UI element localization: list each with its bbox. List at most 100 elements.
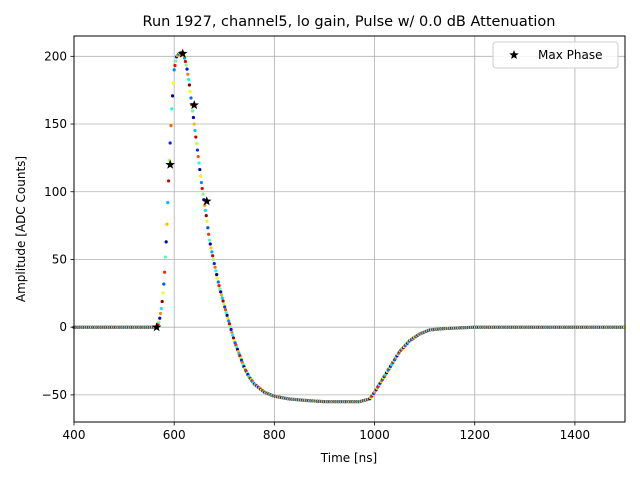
pulse-point bbox=[211, 258, 216, 262]
grid-lines bbox=[73, 36, 625, 422]
y-axis: −50 0 50 100 150 200 bbox=[42, 49, 74, 402]
pulse-point bbox=[169, 124, 173, 128]
pulse-point bbox=[211, 254, 215, 258]
pulse-point bbox=[162, 282, 166, 286]
y-tick-label: 0 bbox=[59, 320, 67, 334]
pulse-point bbox=[194, 135, 198, 139]
x-axis-label: Time [ns] bbox=[320, 451, 377, 465]
pulse-point bbox=[196, 154, 200, 159]
y-tick-label: 200 bbox=[44, 49, 67, 63]
pulse-point bbox=[187, 83, 192, 87]
pulse-point bbox=[158, 311, 163, 316]
pulse-point bbox=[207, 238, 212, 242]
pulse-point bbox=[195, 148, 200, 152]
pulse-point bbox=[215, 272, 219, 277]
pulse-point bbox=[183, 59, 187, 64]
pulse-point bbox=[195, 141, 199, 146]
plot-frame bbox=[73, 35, 626, 423]
pulse-point bbox=[186, 72, 190, 76]
pulse-point bbox=[227, 322, 232, 326]
pulse-point bbox=[206, 226, 210, 230]
y-tick-label: 150 bbox=[44, 117, 67, 131]
x-tick-label: 1000 bbox=[359, 428, 390, 442]
pulse-point bbox=[221, 299, 225, 303]
pulse-point bbox=[209, 246, 213, 250]
max-phase-marker bbox=[151, 322, 162, 332]
pulse-point bbox=[198, 167, 202, 172]
max-phase-marker bbox=[201, 196, 212, 206]
chart-title: Run 1927, channel5, lo gain, Pulse w/ 0.… bbox=[143, 14, 556, 30]
pulse-point bbox=[184, 63, 188, 67]
legend-box bbox=[492, 41, 619, 69]
legend-star-icon bbox=[509, 50, 519, 60]
pulse-point bbox=[162, 270, 167, 274]
x-axis: 400 600 800 1000 1200 1400 bbox=[63, 422, 591, 442]
pulse-point bbox=[216, 280, 220, 284]
pulse-point bbox=[229, 327, 233, 332]
x-tick-label: 400 bbox=[63, 428, 86, 442]
pulse-point bbox=[171, 81, 175, 85]
pulse-point bbox=[210, 250, 214, 254]
legend: Max Phase bbox=[492, 41, 619, 69]
pulse-point bbox=[157, 320, 161, 324]
pulse-point bbox=[199, 180, 204, 185]
pulse-point bbox=[225, 313, 229, 317]
pulse-points bbox=[72, 50, 627, 404]
max-phase-marker bbox=[177, 48, 188, 58]
pulse-point bbox=[161, 291, 165, 295]
pulse-point bbox=[187, 77, 191, 82]
pulse-point bbox=[166, 200, 170, 205]
pulse-point bbox=[164, 240, 168, 244]
pulse-point bbox=[188, 89, 192, 94]
pulse-point bbox=[168, 141, 172, 145]
legend-entry: Max Phase bbox=[538, 48, 602, 62]
y-axis-label: Amplitude [ADC Counts] bbox=[14, 156, 28, 302]
x-tick-label: 800 bbox=[263, 428, 286, 442]
pulse-point bbox=[219, 293, 224, 297]
pulse-point bbox=[192, 122, 196, 126]
pulse-point bbox=[160, 299, 164, 304]
x-tick-label: 1200 bbox=[459, 428, 490, 442]
pulse-point bbox=[208, 242, 212, 246]
pulse-point bbox=[220, 296, 224, 300]
pulse-point bbox=[213, 265, 217, 269]
pulse-point bbox=[231, 333, 235, 337]
pulse-point bbox=[222, 302, 226, 306]
pulse-point bbox=[174, 59, 178, 63]
pulse-point bbox=[193, 128, 197, 133]
pulse-point bbox=[228, 325, 232, 329]
pulse-point bbox=[231, 336, 236, 340]
pulse-point bbox=[204, 213, 208, 218]
pulse-point bbox=[159, 307, 163, 311]
pulse-point bbox=[166, 179, 171, 183]
pulse-point bbox=[163, 255, 167, 259]
x-tick-label: 1400 bbox=[560, 428, 591, 442]
pulse-point bbox=[212, 261, 216, 266]
pulse-point bbox=[172, 68, 176, 72]
y-tick-label: −50 bbox=[42, 388, 67, 402]
pulse-point bbox=[214, 269, 218, 273]
pulse-point bbox=[205, 219, 209, 223]
pulse-point bbox=[199, 174, 203, 178]
pulse-point bbox=[219, 290, 223, 294]
max-phase-marker bbox=[165, 159, 175, 169]
pulse-point bbox=[223, 308, 228, 312]
pulse-point bbox=[203, 203, 207, 207]
pulse-point bbox=[230, 330, 234, 334]
pulse-point bbox=[197, 161, 201, 165]
pulse-point bbox=[189, 96, 193, 100]
pulse-point bbox=[158, 316, 162, 320]
pulse-point bbox=[215, 276, 220, 280]
pulse-point bbox=[191, 115, 196, 120]
pulse-point bbox=[226, 316, 230, 320]
pulse-point bbox=[224, 310, 228, 315]
y-tick-label: 50 bbox=[52, 252, 67, 266]
pulse-point bbox=[173, 63, 177, 68]
x-tick-label: 600 bbox=[163, 428, 186, 442]
pulse-point bbox=[191, 109, 195, 113]
y-tick-label: 100 bbox=[44, 185, 67, 199]
pulse-point bbox=[217, 284, 221, 288]
max-phase-series bbox=[151, 48, 212, 332]
pulse-point bbox=[165, 222, 169, 226]
